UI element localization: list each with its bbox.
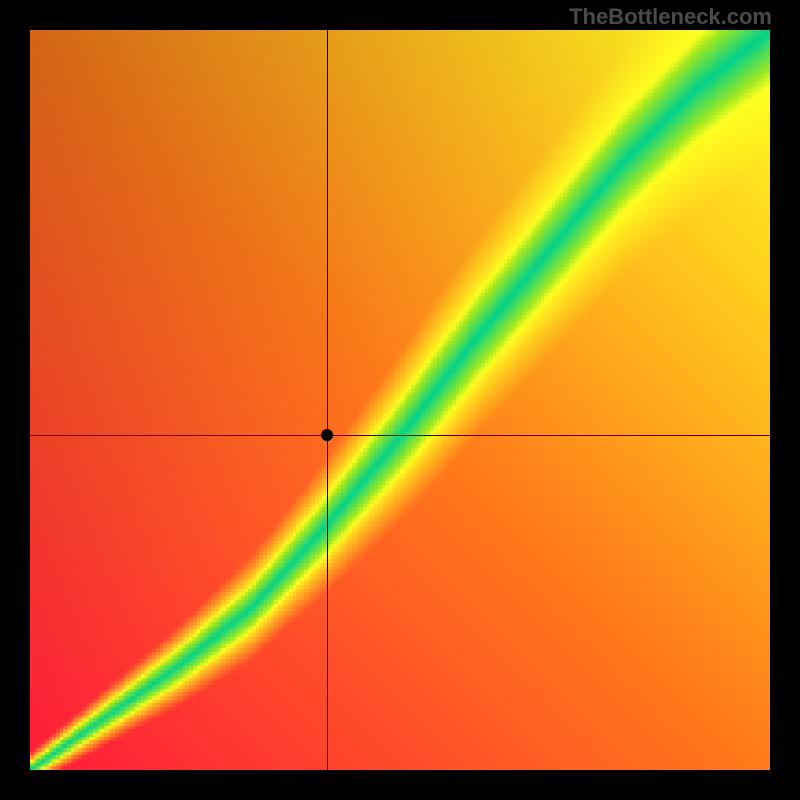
chart-container: TheBottleneck.com [0, 0, 800, 800]
watermark-text: TheBottleneck.com [569, 4, 772, 30]
plot-area [30, 30, 770, 770]
crosshair-horizontal [30, 435, 770, 436]
data-point-marker [321, 429, 333, 441]
heatmap-canvas [30, 30, 770, 770]
crosshair-vertical [327, 30, 328, 770]
